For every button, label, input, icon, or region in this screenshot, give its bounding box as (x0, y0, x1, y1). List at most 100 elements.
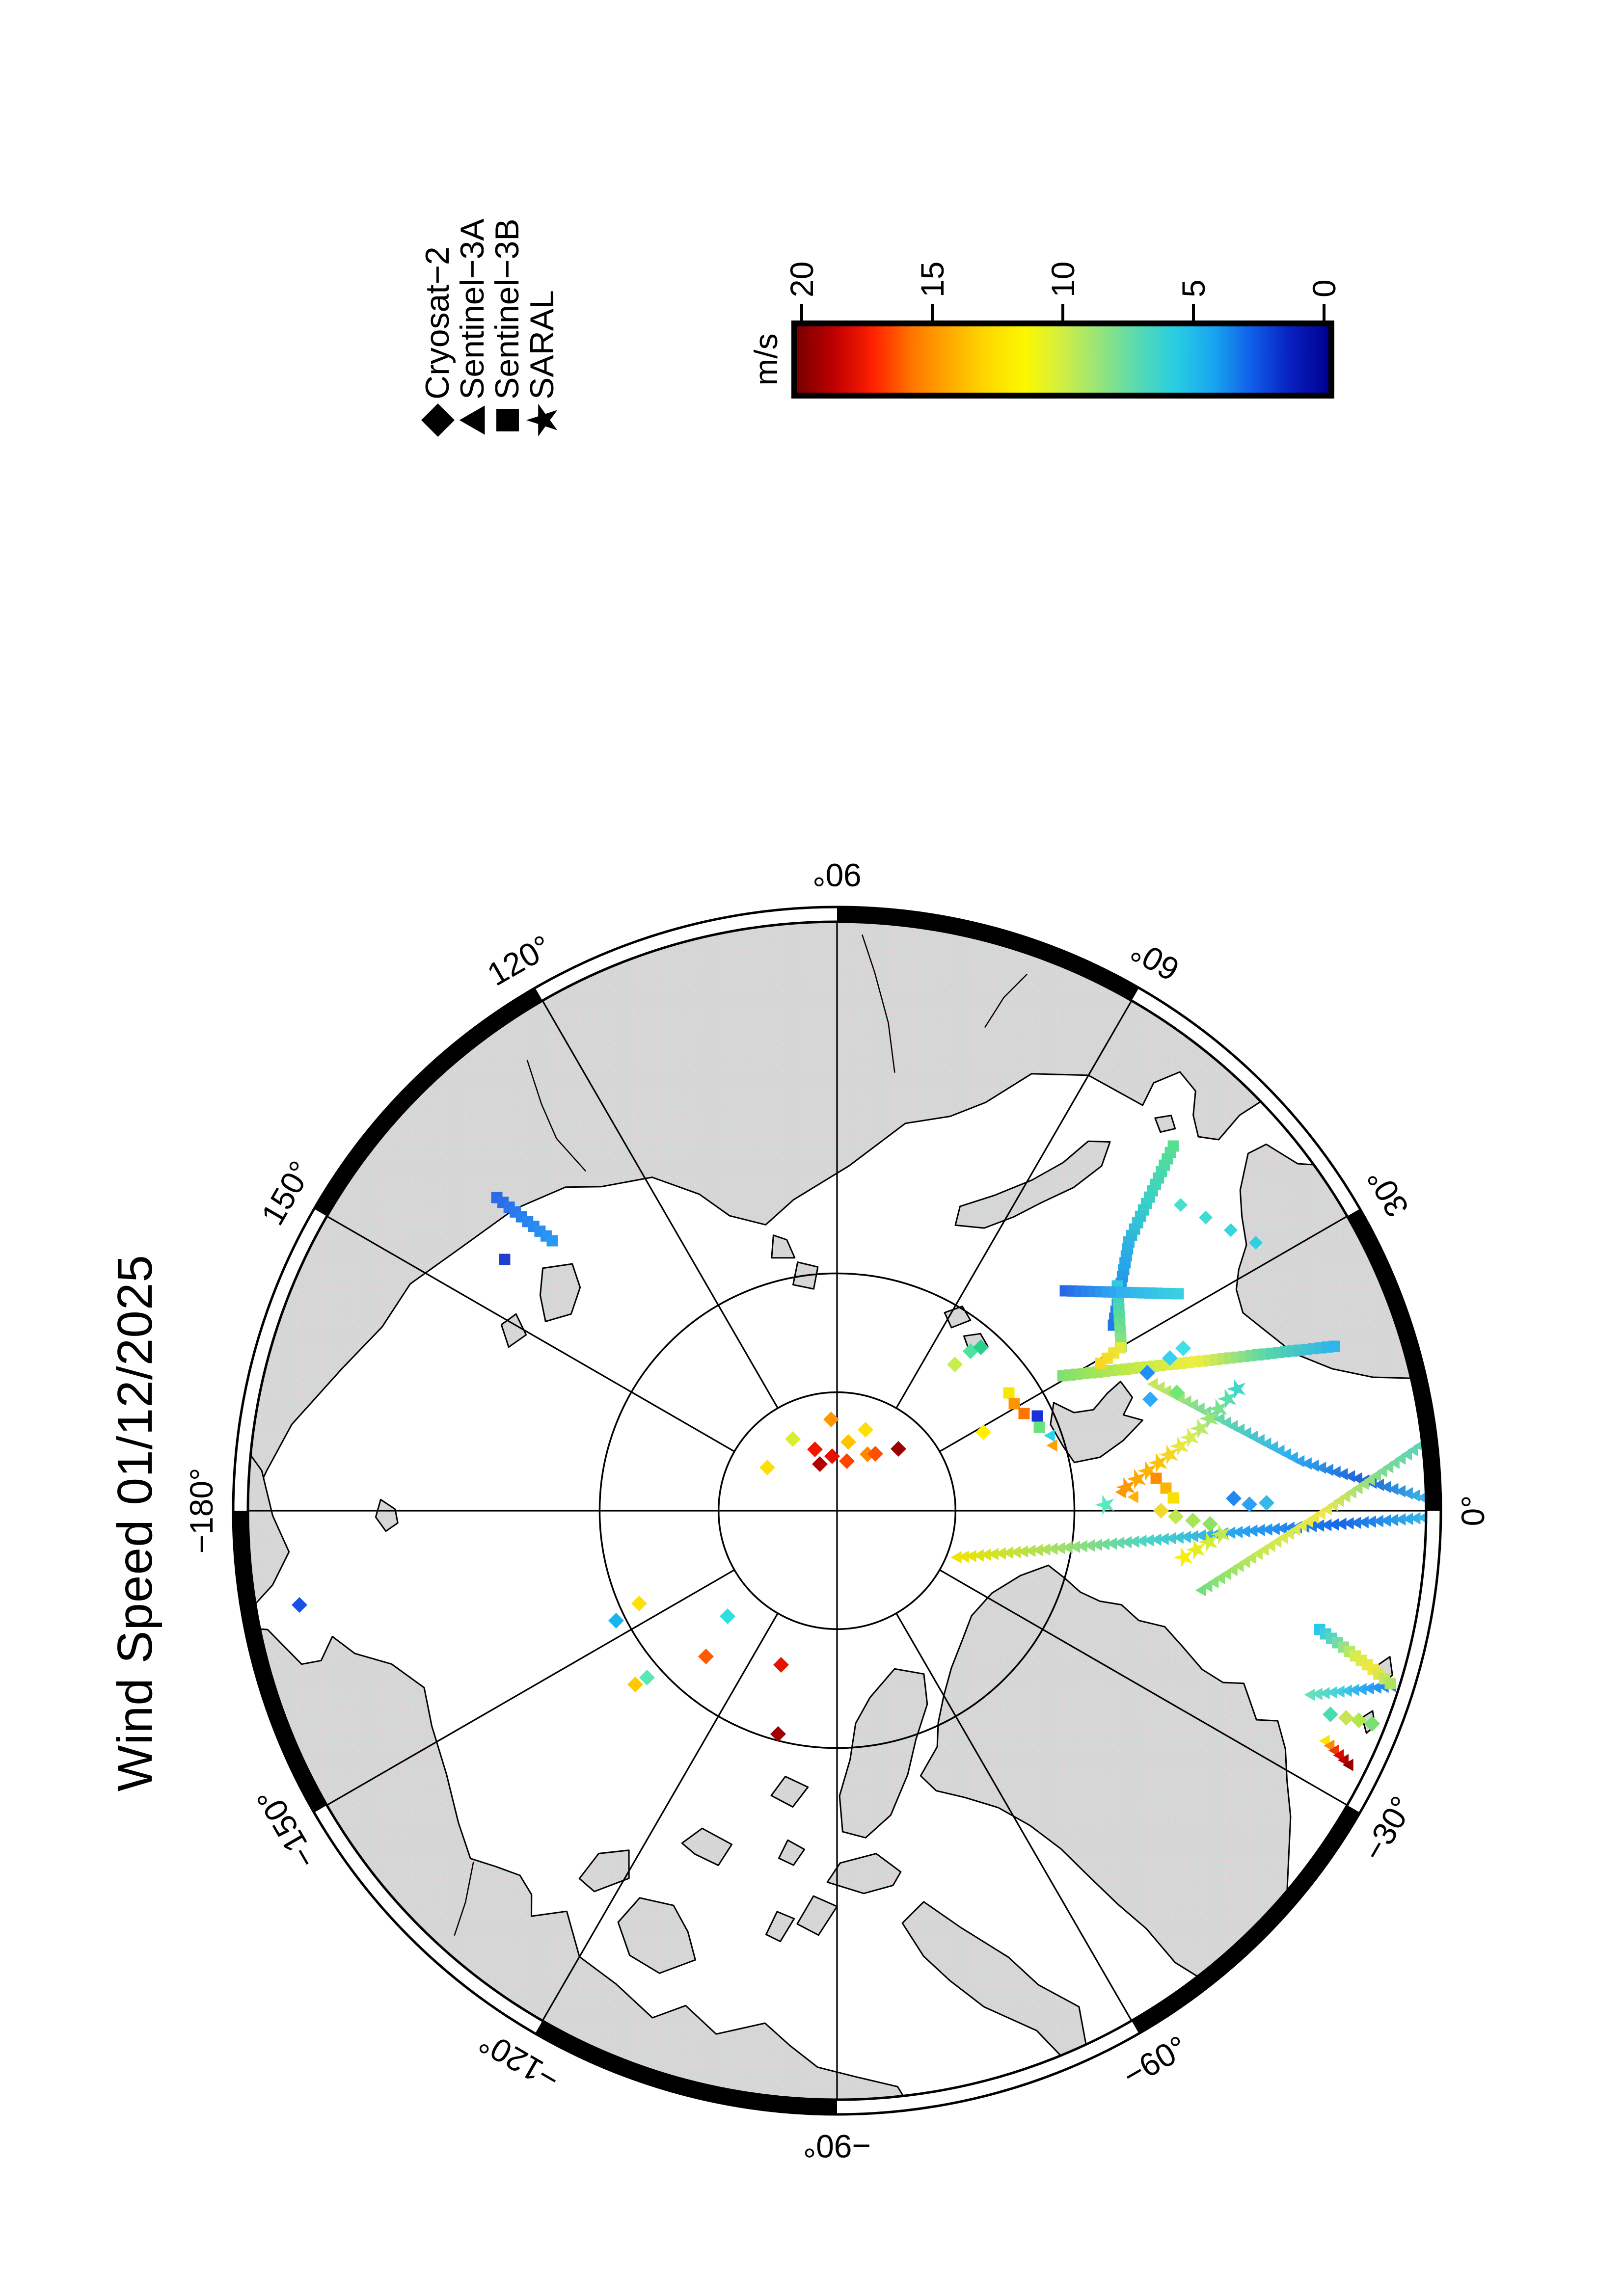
legend-item-saral: SARAL (523, 218, 561, 441)
point-cryosat-2 (840, 1434, 856, 1450)
point-sentinel-3b (1031, 1410, 1043, 1422)
meridian-label--60: −60° (1116, 2029, 1193, 2094)
boundary-ring (232, 906, 1442, 2116)
land-princeofwales (765, 1911, 795, 1943)
land-baffin (901, 1901, 1087, 2060)
legend-item-cryosat-2: Cryosat−2 (419, 218, 456, 441)
point-cryosat-2 (785, 1431, 801, 1447)
point-sentinel-3a (1127, 1491, 1138, 1503)
point-cryosat-2 (839, 1453, 855, 1469)
point-cryosat-2 (1242, 1496, 1257, 1512)
land-ellesmere (839, 1668, 928, 1839)
point-sentinel-3b (499, 1254, 511, 1265)
track-sentinel-3a-2 (1195, 1431, 1426, 1597)
meridian-120 (541, 1000, 779, 1409)
meridian-label--90: −90° (803, 2128, 871, 2164)
track-sentinel-3b-7 (1314, 1624, 1396, 1689)
point-sentinel-3a (1044, 1429, 1055, 1442)
land-novaya_zemlya (954, 1140, 1111, 1229)
point-cryosat-2 (639, 1670, 655, 1685)
point-cryosat-2 (947, 1357, 963, 1372)
point-cryosat-2 (1364, 1716, 1380, 1732)
point-sentinel-3b (1160, 1482, 1172, 1494)
point-saral (1095, 1495, 1114, 1515)
legend-label: SARAL (523, 290, 561, 400)
legend-label: Cryosat−2 (419, 246, 456, 400)
point-cryosat-2 (1185, 1513, 1201, 1528)
point-cryosat-2 (812, 1456, 828, 1472)
legend-label: Sentinel−3B (488, 218, 526, 400)
point-sentinel-3b (1167, 1492, 1179, 1504)
point-cryosat-2 (1323, 1707, 1338, 1722)
ring-black-segment (837, 907, 1139, 1001)
point-sentinel-3a (1046, 1439, 1057, 1452)
colorbar-label-5: 5 (1175, 279, 1212, 297)
meridian-60 (895, 1000, 1133, 1409)
point-cryosat-2 (608, 1613, 624, 1629)
colorbar-label-20: 20 (784, 261, 820, 297)
point-sentinel-3b (1150, 1472, 1162, 1484)
land-bathurst (778, 1839, 805, 1866)
colorbar-tick-20 (800, 304, 803, 320)
ring-black-segment (535, 2021, 838, 2114)
land-victoria (617, 1897, 696, 1974)
river-yenisei (862, 934, 895, 1073)
land-new_siberian (539, 1263, 581, 1322)
point-cryosat-2 (973, 1339, 989, 1355)
ring-black-segment (314, 988, 543, 1217)
point-sentinel-3b (1033, 1421, 1045, 1433)
point-cryosat-2 (627, 1677, 643, 1692)
legend-item-sentinel-3b: Sentinel−3B (488, 218, 526, 441)
meridian-label-60: 60° (1125, 933, 1185, 988)
meridian-label-90: 90° (812, 857, 862, 893)
colorbar (791, 320, 1334, 399)
point-sentinel-3b (1008, 1398, 1020, 1410)
track-sentinel-3b-11 (1059, 1285, 1184, 1300)
point-cryosat-2 (891, 1441, 906, 1457)
colorbar-tick-5 (1192, 304, 1195, 320)
river-ob (984, 973, 1028, 1028)
track-sentinel-3a-3 (1319, 1735, 1353, 1771)
land-severnaya_s (771, 1234, 796, 1259)
colorbar-unit-label: m/s (748, 333, 784, 386)
point-cryosat-2 (770, 1726, 786, 1742)
meridian-330 (939, 1569, 1348, 1806)
colorbar-label-15: 15 (914, 261, 950, 297)
meridian-30 (939, 1215, 1348, 1452)
diamond-icon (420, 400, 455, 441)
point-cryosat-2 (1351, 1712, 1367, 1728)
meridian-300 (895, 1613, 1133, 2022)
point-cryosat-2 (975, 1424, 991, 1440)
point-cryosat-2 (823, 1412, 839, 1427)
ring-black-segment (1131, 1805, 1360, 2034)
meridian-label-180: −180° (183, 1468, 219, 1553)
point-cryosat-2 (1202, 1516, 1218, 1532)
land-ellef (770, 1776, 809, 1808)
meridian-label-30: 30° (1360, 1163, 1416, 1223)
point-cryosat-2 (1139, 1365, 1155, 1381)
point-cryosat-2 (631, 1596, 647, 1611)
map-content (248, 922, 1426, 2100)
point-cryosat-2 (1338, 1710, 1354, 1726)
point-cryosat-2 (1169, 1385, 1185, 1400)
land-new_siberian_e (500, 1313, 527, 1348)
land-melville (681, 1827, 733, 1867)
point-cryosat-2 (1168, 1509, 1184, 1524)
point-cryosat-2 (292, 1597, 307, 1613)
point-cryosat-2 (773, 1657, 789, 1673)
colorbar-tick-15 (931, 304, 934, 320)
colorbar-label-10: 10 (1045, 261, 1081, 297)
graticule (248, 922, 1426, 2100)
point-sentinel-3a (1115, 1486, 1126, 1498)
land-alaska_canada (248, 1623, 925, 2100)
track-sentinel-3b-8 (491, 1192, 558, 1247)
square-icon (490, 400, 525, 441)
point-cryosat-2 (1259, 1495, 1274, 1511)
colorbar-label-0: 0 (1306, 279, 1342, 297)
land-wrangel (375, 1498, 399, 1532)
river-mackenzie (454, 1861, 474, 1936)
point-sentinel-3b (1003, 1387, 1015, 1399)
point-cryosat-2 (1142, 1391, 1158, 1407)
